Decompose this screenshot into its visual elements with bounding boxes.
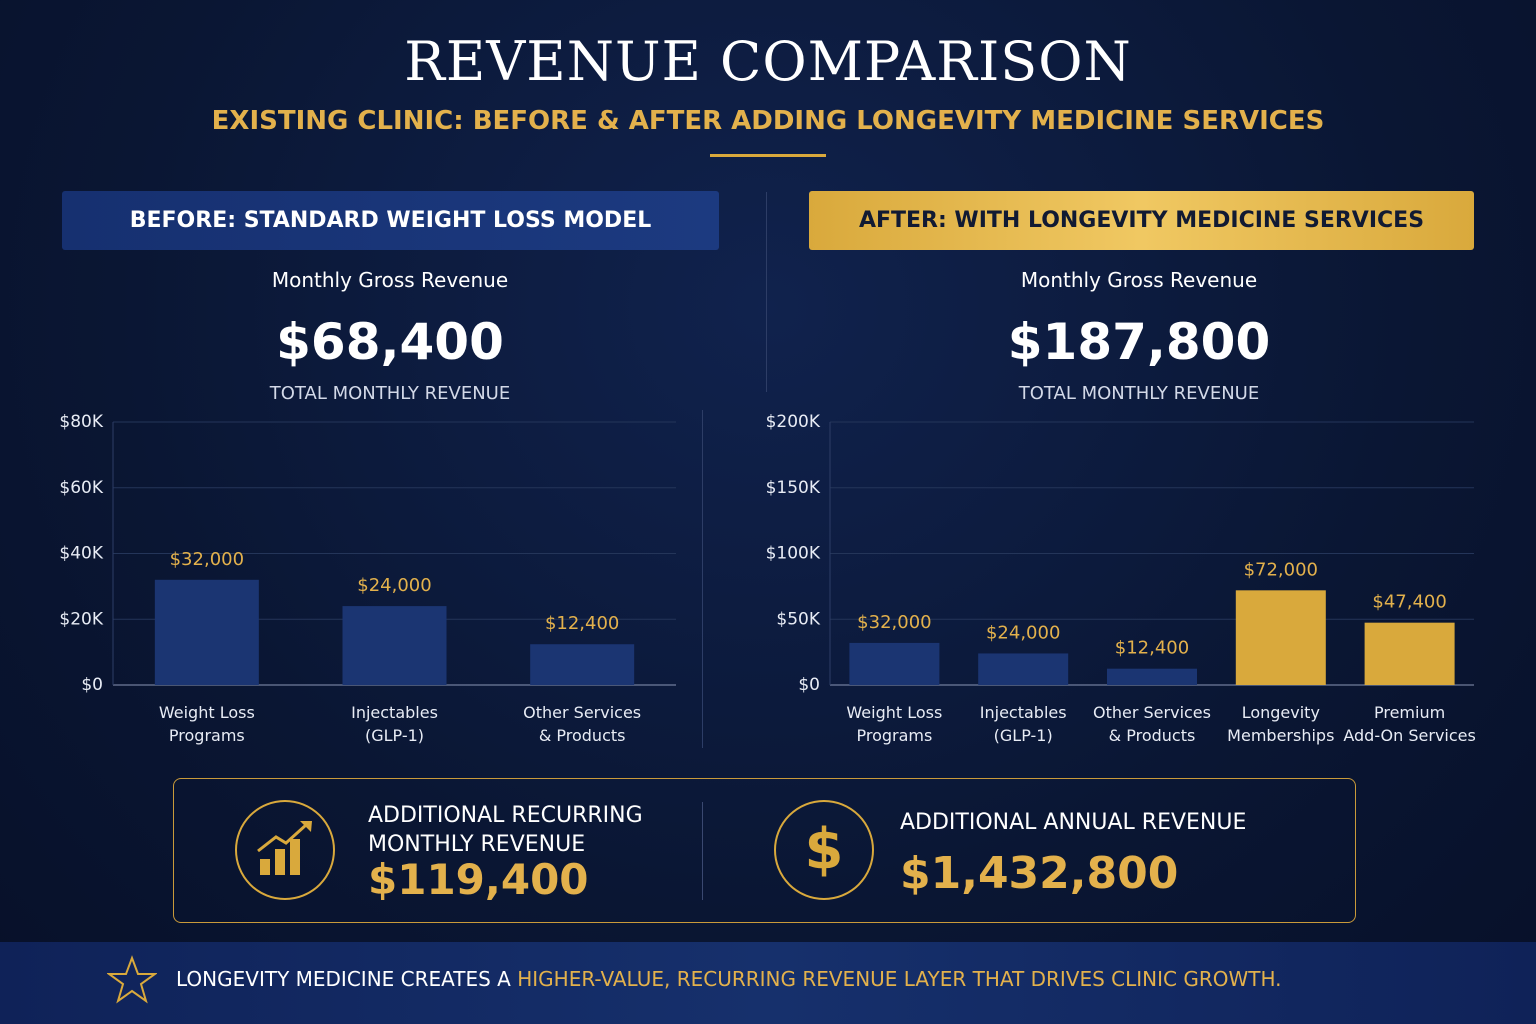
- y-tick-label: $80K: [59, 412, 103, 432]
- x-tick-label: Weight Loss Programs: [158, 703, 255, 745]
- value-label: $12,400: [545, 613, 619, 634]
- y-tick-label: $40K: [59, 544, 103, 564]
- x-tick-label: Injectables (GLP-1): [351, 703, 438, 745]
- divider: [702, 410, 703, 748]
- value-label: $24,000: [357, 575, 431, 596]
- panel-subtitle: Monthly Gross Revenue: [1020, 268, 1258, 292]
- underline: [710, 154, 826, 157]
- total-label: TOTAL MONTHLY REVENUE: [1018, 383, 1260, 404]
- x-tick-label: Premium Add-On Services: [1343, 703, 1476, 745]
- panel-subtitle: Monthly Gross Revenue: [271, 268, 509, 292]
- y-tick-label: $60K: [59, 478, 103, 498]
- y-tick-label: $0: [798, 675, 820, 695]
- footer: LONGEVITY MEDICINE CREATES A HIGHER-VALU…: [176, 967, 1282, 991]
- bar: [154, 579, 259, 685]
- total: $68,400: [276, 313, 504, 371]
- summary-label: ADDITIONAL RECURRING MONTHLY REVENUE: [368, 803, 643, 857]
- y-tick-label: $150K: [766, 478, 821, 498]
- growth-icon: [235, 800, 335, 900]
- dollar-icon: $: [774, 800, 874, 900]
- panel-header: AFTER: WITH LONGEVITY MEDICINE SERVICES: [809, 191, 1474, 250]
- x-tick-label: Weight Loss Programs: [846, 703, 943, 745]
- y-tick-label: $200K: [766, 412, 821, 432]
- y-tick-label: $0: [81, 675, 103, 695]
- summary-box: [173, 778, 1356, 923]
- bar: [530, 644, 635, 685]
- svg-text:$: $: [805, 817, 844, 882]
- bar: [1364, 622, 1455, 685]
- y-tick-label: $100K: [766, 544, 821, 564]
- total: $187,800: [1007, 313, 1271, 371]
- divider: [702, 802, 703, 900]
- summary-value: $1,432,800: [900, 848, 1179, 899]
- summary-label: ADDITIONAL ANNUAL REVENUE: [900, 810, 1247, 835]
- subtitle: EXISTING CLINIC: BEFORE & AFTER ADDING L…: [211, 106, 1325, 136]
- footer-highlight: HIGHER-VALUE, RECURRING REVENUE LAYER TH…: [517, 967, 1282, 991]
- footer-text: LONGEVITY MEDICINE CREATES A: [176, 967, 518, 991]
- title: REVENUE COMPARISON: [404, 30, 1132, 93]
- star-icon: [107, 955, 157, 1004]
- y-tick-label: $50K: [776, 609, 820, 629]
- y-tick-label: $20K: [59, 609, 103, 629]
- bar: [978, 653, 1069, 685]
- bar: [849, 642, 940, 685]
- value-label: $24,000: [986, 622, 1060, 643]
- bar: [1107, 668, 1197, 685]
- bar: [342, 606, 447, 685]
- x-tick-label: Other Services & Products: [523, 703, 642, 745]
- value-label: $47,400: [1372, 592, 1446, 613]
- footer-band: [0, 942, 1536, 1024]
- total-label: TOTAL MONTHLY REVENUE: [269, 383, 511, 404]
- value-label: $32,000: [857, 612, 931, 633]
- x-tick-label: Injectables (GLP-1): [979, 703, 1067, 745]
- x-tick-label: Longevity Memberships: [1227, 703, 1335, 745]
- panel-header: BEFORE: STANDARD WEIGHT LOSS MODEL: [62, 191, 719, 250]
- x-tick-label: Other Services & Products: [1093, 703, 1211, 745]
- summary-value: $119,400: [368, 855, 589, 904]
- bar: [1235, 590, 1326, 685]
- divider: [766, 192, 767, 392]
- value-label: $72,000: [1244, 559, 1318, 580]
- value-label: $12,400: [1115, 638, 1189, 659]
- value-label: $32,000: [170, 549, 244, 570]
